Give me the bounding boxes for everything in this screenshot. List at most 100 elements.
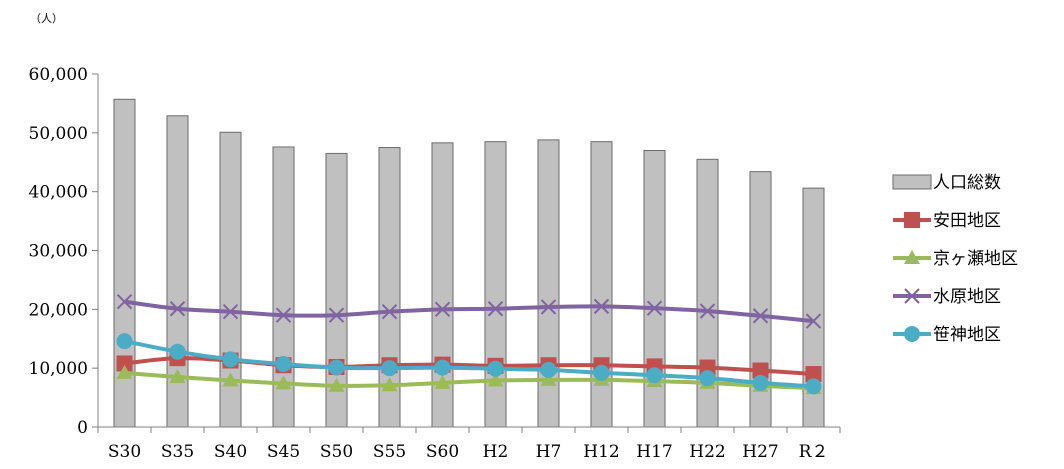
- legend-marker-安田地区: [904, 212, 920, 228]
- point-水原地区-H2-stroke-b: [487, 301, 504, 317]
- point-水原地区-S55: [381, 303, 398, 320]
- x-tick-label-H7: H7: [536, 442, 562, 462]
- legend-label-京ヶ瀬地区: 京ヶ瀬地区: [933, 249, 1018, 269]
- point-笹神地区-H2: [487, 360, 504, 377]
- point-水原地区-H12: [593, 298, 610, 315]
- point-笹神地区-H27: [752, 374, 769, 391]
- point-水原地区-H7-stroke-b: [540, 299, 557, 315]
- point-笹神地区-H22: [699, 370, 716, 387]
- point-水原地区-S35-stroke-b: [169, 301, 186, 317]
- x-tick-label-H22: H22: [689, 442, 725, 462]
- line-group: [116, 293, 822, 395]
- point-水原地区-H17: [646, 300, 663, 316]
- series-笹神地区: [116, 333, 822, 395]
- point-笹神地区-H7: [540, 361, 557, 378]
- point-水原地区-S35: [169, 301, 186, 317]
- point-水原地区-H12-stroke-b: [593, 298, 610, 315]
- y-tick-label: 30,000: [29, 242, 88, 262]
- point-水原地区-S40-stroke-b: [222, 303, 239, 320]
- x-tick-label-S40: S40: [214, 442, 247, 462]
- x-tick-label-R２: R２: [799, 442, 829, 462]
- legend-item-人口総数: 人口総数: [892, 173, 1001, 193]
- point-水原地区-H22-stroke-b: [699, 303, 716, 319]
- y-tick-label: 0: [77, 418, 88, 438]
- legend-label-水原地区: 水原地区: [933, 287, 1001, 307]
- point-水原地区-R２: [805, 313, 822, 329]
- point-笹神地区-H17: [646, 367, 663, 384]
- x-tick-label-S60: S60: [426, 442, 459, 462]
- point-京ヶ瀬地区-S45: [275, 375, 292, 390]
- point-笹神地区-S30: [116, 333, 133, 350]
- point-京ヶ瀬地区-S35: [169, 368, 186, 383]
- legend-marker-笹神地区: [904, 326, 920, 342]
- x-tick-label-H17: H17: [636, 442, 672, 462]
- y-tick-label: 50,000: [29, 124, 88, 144]
- point-水原地区-S60: [434, 301, 451, 318]
- point-笹神地区-S40: [222, 351, 239, 368]
- point-水原地区-S50: [328, 307, 345, 323]
- legend-label-安田地区: 安田地区: [933, 211, 1001, 231]
- point-安田地区-R２: [805, 366, 822, 383]
- legend-item-京ヶ瀬地区: 京ヶ瀬地区: [893, 249, 1018, 269]
- point-水原地区-H27: [752, 308, 769, 324]
- point-水原地区-H2: [487, 301, 504, 317]
- point-水原地区-H22: [699, 303, 716, 319]
- point-笹神地区-R２: [805, 378, 822, 395]
- x-tick-label-S30: S30: [108, 442, 141, 462]
- x-tick-label-S55: S55: [373, 442, 406, 462]
- point-笹神地区-S35: [169, 343, 186, 360]
- legend-marker-水原地区-stroke-b: [904, 288, 920, 304]
- x-tick-label-H12: H12: [583, 442, 619, 462]
- point-京ヶ瀬地区-S60: [434, 374, 451, 389]
- series-line-水原地区: [124, 299, 814, 324]
- legend-label-人口総数: 人口総数: [933, 173, 1001, 193]
- x-tick-label-H27: H27: [742, 442, 778, 462]
- legend-marker-京ヶ瀬地区: [904, 250, 920, 264]
- point-京ヶ瀬地区-S55: [381, 377, 398, 392]
- legend-item-水原地区: 水原地区: [893, 287, 1001, 307]
- axes-group: 0 10,000 20,000 30,000 40,000 50,000 60,000 S30…: [29, 65, 841, 462]
- x-tick-label-S35: S35: [161, 442, 194, 462]
- point-水原地区-S30: [116, 293, 133, 310]
- bar-group: [113, 98, 825, 428]
- point-京ヶ瀬地区-S40: [222, 372, 239, 387]
- x-tick-label-S50: S50: [320, 442, 353, 462]
- point-安田地区-S30: [116, 355, 133, 372]
- x-tick-label-S45: S45: [267, 442, 300, 462]
- y-unit-label: （人）: [30, 12, 63, 25]
- point-安田地区-H27: [752, 362, 769, 379]
- point-水原地区-S30-stroke-b: [116, 293, 133, 310]
- point-水原地区-S50-stroke-b: [328, 307, 345, 323]
- point-水原地区-H27-stroke-b: [752, 308, 769, 324]
- point-笹神地区-S45: [275, 356, 292, 373]
- point-水原地区-H7: [540, 299, 557, 315]
- point-水原地区-S45: [275, 307, 292, 323]
- point-水原地区-S55-stroke-b: [381, 303, 398, 320]
- legend-swatch-bar: [892, 174, 932, 190]
- point-京ヶ瀬地区-S50: [328, 377, 345, 392]
- point-水原地区-S60-stroke-b: [434, 301, 451, 318]
- y-tick-label: 60,000: [29, 65, 88, 85]
- point-京ヶ瀬地区-H7: [540, 371, 557, 386]
- point-笹神地区-S60: [434, 359, 451, 376]
- legend-marker-水原地区: [904, 288, 920, 304]
- point-笹神地区-H12: [593, 364, 610, 381]
- y-tick-label: 40,000: [29, 183, 88, 203]
- legend-label-笹神地区: 笹神地区: [933, 325, 1001, 345]
- point-水原地区-H17-stroke-b: [646, 300, 663, 316]
- legend-item-安田地区: 安田地区: [893, 211, 1001, 231]
- legend-item-笹神地区: 笹神地区: [893, 325, 1001, 345]
- point-水原地区-S40: [222, 303, 239, 320]
- y-tick-label: 10,000: [29, 359, 88, 379]
- point-京ヶ瀬地区-H2: [487, 372, 504, 387]
- x-tick-label-H2: H2: [483, 442, 509, 462]
- point-水原地区-S45-stroke-b: [275, 307, 292, 323]
- point-水原地区-R２-stroke-b: [805, 313, 822, 329]
- point-京ヶ瀬地区-S30: [116, 364, 133, 379]
- y-tick-label: 20,000: [29, 300, 88, 320]
- point-笹神地区-S50: [328, 359, 345, 376]
- series-水原地区: [116, 293, 822, 329]
